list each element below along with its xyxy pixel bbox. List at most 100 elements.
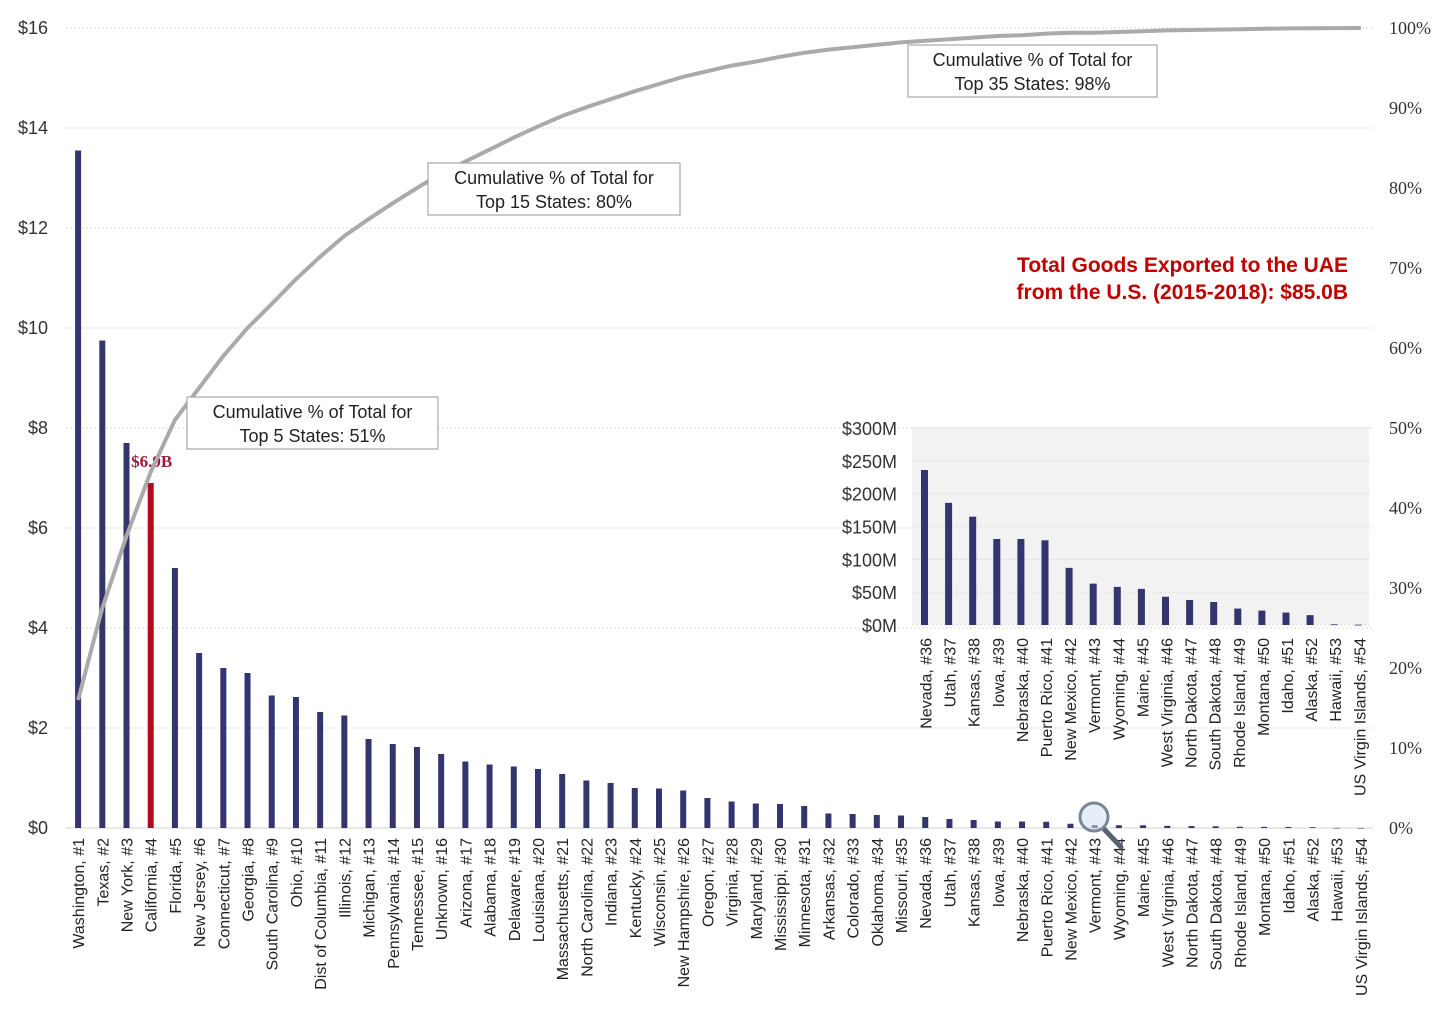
- bar: [1261, 826, 1268, 828]
- category-label: Florida, #5: [168, 838, 185, 914]
- category-label: South Dakota, #48: [1209, 838, 1226, 971]
- bar: [970, 820, 977, 828]
- annotation-text: Top 15 States: 80%: [476, 192, 632, 212]
- category-label: Dist of Columbia, #11: [313, 838, 330, 990]
- category-label: New Jersey, #6: [192, 838, 209, 947]
- bar: [510, 766, 517, 828]
- bar: [1115, 825, 1122, 828]
- bar: [1357, 827, 1364, 829]
- bar: [1140, 825, 1147, 828]
- bar: [1067, 823, 1074, 828]
- inset-category-label: Iowa, #39: [991, 638, 1008, 707]
- category-label: North Dakota, #47: [1184, 838, 1201, 968]
- category-label: Nevada, #36: [918, 838, 935, 929]
- category-label: Wyoming, #44: [1112, 838, 1129, 940]
- category-label: Rhode Island, #49: [1233, 838, 1250, 968]
- inset-bar: [1306, 615, 1314, 625]
- main-bars: $6.9B: [75, 150, 1364, 829]
- inset-y-tick-label: $150M: [842, 518, 897, 538]
- category-label: Virginia, #28: [725, 838, 742, 927]
- magnifier-icon: [1078, 801, 1124, 850]
- category-label: Indiana, #23: [604, 838, 621, 926]
- inset-category-label: Rhode Island, #49: [1232, 638, 1249, 768]
- annotation-box: [427, 162, 681, 216]
- category-label: Hawaii, #53: [1330, 838, 1347, 922]
- inset-category-label: US Virgin Islands, #54: [1352, 638, 1369, 796]
- category-label: Ohio, #10: [289, 838, 306, 907]
- y-tick-label: $12: [18, 218, 48, 238]
- bar: [1212, 826, 1219, 828]
- category-label: US Virgin Islands, #54: [1354, 838, 1371, 996]
- annotations: Cumulative % of Total for Top 5 States: 5…: [186, 44, 1158, 450]
- category-label: West Virginia, #46: [1160, 838, 1177, 967]
- x-axis-categories: Washington, #1 Texas, #2 New York, #3 Calif…: [71, 838, 1371, 996]
- category-label: Vermont, #43: [1088, 838, 1105, 933]
- gridlines: [66, 27, 1373, 829]
- bar: [752, 803, 759, 828]
- category-label: Nebraska, #40: [1015, 838, 1032, 942]
- inset-category-label: Nebraska, #40: [1015, 638, 1032, 742]
- category-label: Unknown, #16: [434, 838, 451, 940]
- category-label: Utah, #37: [942, 838, 959, 907]
- bar: [341, 715, 348, 828]
- inset-bar: [1258, 610, 1266, 625]
- category-label: Washington, #1: [71, 838, 88, 949]
- category-label: Alabama, #18: [483, 838, 500, 937]
- y2-tick-label: 20%: [1389, 658, 1422, 678]
- bar: [365, 739, 372, 828]
- category-label: Pennsylvania, #14: [386, 838, 403, 969]
- bar: [994, 821, 1001, 828]
- bar: [680, 790, 687, 828]
- category-label: New Hampshire, #26: [676, 838, 693, 988]
- bar: [655, 788, 662, 828]
- category-label: Texas, #2: [95, 838, 112, 907]
- category-label: Michigan, #13: [362, 838, 379, 938]
- inset-y-tick-label: $100M: [842, 550, 897, 570]
- category-label: Georgia, #8: [241, 838, 258, 922]
- inset-bar: [1186, 600, 1194, 625]
- y2-tick-label: 60%: [1389, 338, 1422, 358]
- y2-tick-label: 30%: [1389, 578, 1422, 598]
- y2-tick-label: 70%: [1389, 258, 1422, 278]
- category-label: Mississippi, #30: [773, 838, 790, 951]
- category-label: Oregon, #27: [700, 838, 717, 927]
- cumulative-line: [76, 26, 1361, 701]
- inset-category-label: Alaska, #52: [1304, 638, 1321, 722]
- bar: [607, 783, 614, 828]
- category-label: Montana, #50: [1257, 838, 1274, 936]
- y-axis-right: 0% 10% 20% 30% 40% 50% 60% 70% 80% 90% 100%: [1389, 18, 1431, 838]
- inset-chart: $0M $50M $100M $150M $200M $250M $300M Nevada, …: [842, 419, 1369, 796]
- category-label: Illinois, #12: [337, 838, 354, 918]
- bar: [946, 819, 953, 828]
- bar: [292, 697, 299, 828]
- inset-bar: [1137, 588, 1145, 625]
- inset-y-tick-label: $300M: [842, 419, 897, 439]
- y2-tick-label: 90%: [1389, 98, 1422, 118]
- annotation-text: Top 5 States: 51%: [239, 426, 385, 446]
- bar: [1188, 826, 1195, 828]
- y-tick-label: $2: [28, 718, 48, 738]
- y2-tick-label: 40%: [1389, 498, 1422, 518]
- bar-highlight: [147, 483, 154, 828]
- inset-category-label: New Mexico, #42: [1063, 638, 1080, 761]
- inset-bar: [1210, 602, 1218, 625]
- inset-category-label: West Virginia, #46: [1160, 638, 1177, 767]
- inset-bar: [1282, 612, 1290, 625]
- bar: [438, 754, 445, 828]
- inset-category-label: Maine, #45: [1135, 638, 1152, 717]
- inset-category-label: South Dakota, #48: [1208, 638, 1225, 771]
- category-label: Arkansas, #32: [821, 838, 838, 940]
- y-tick-label: $4: [28, 618, 48, 638]
- inset-bar: [1017, 538, 1025, 625]
- inset-bar: [945, 502, 953, 625]
- category-label: Missouri, #35: [894, 838, 911, 933]
- category-label: Minnesota, #31: [797, 838, 814, 948]
- category-label: Idaho, #51: [1281, 838, 1298, 914]
- bar: [825, 813, 832, 828]
- category-label: Alaska, #52: [1305, 838, 1322, 922]
- magnifier-lens: [1078, 801, 1110, 833]
- bar: [559, 774, 566, 828]
- bar: [244, 673, 251, 828]
- annotation-box: [186, 396, 439, 450]
- bar: [99, 340, 106, 828]
